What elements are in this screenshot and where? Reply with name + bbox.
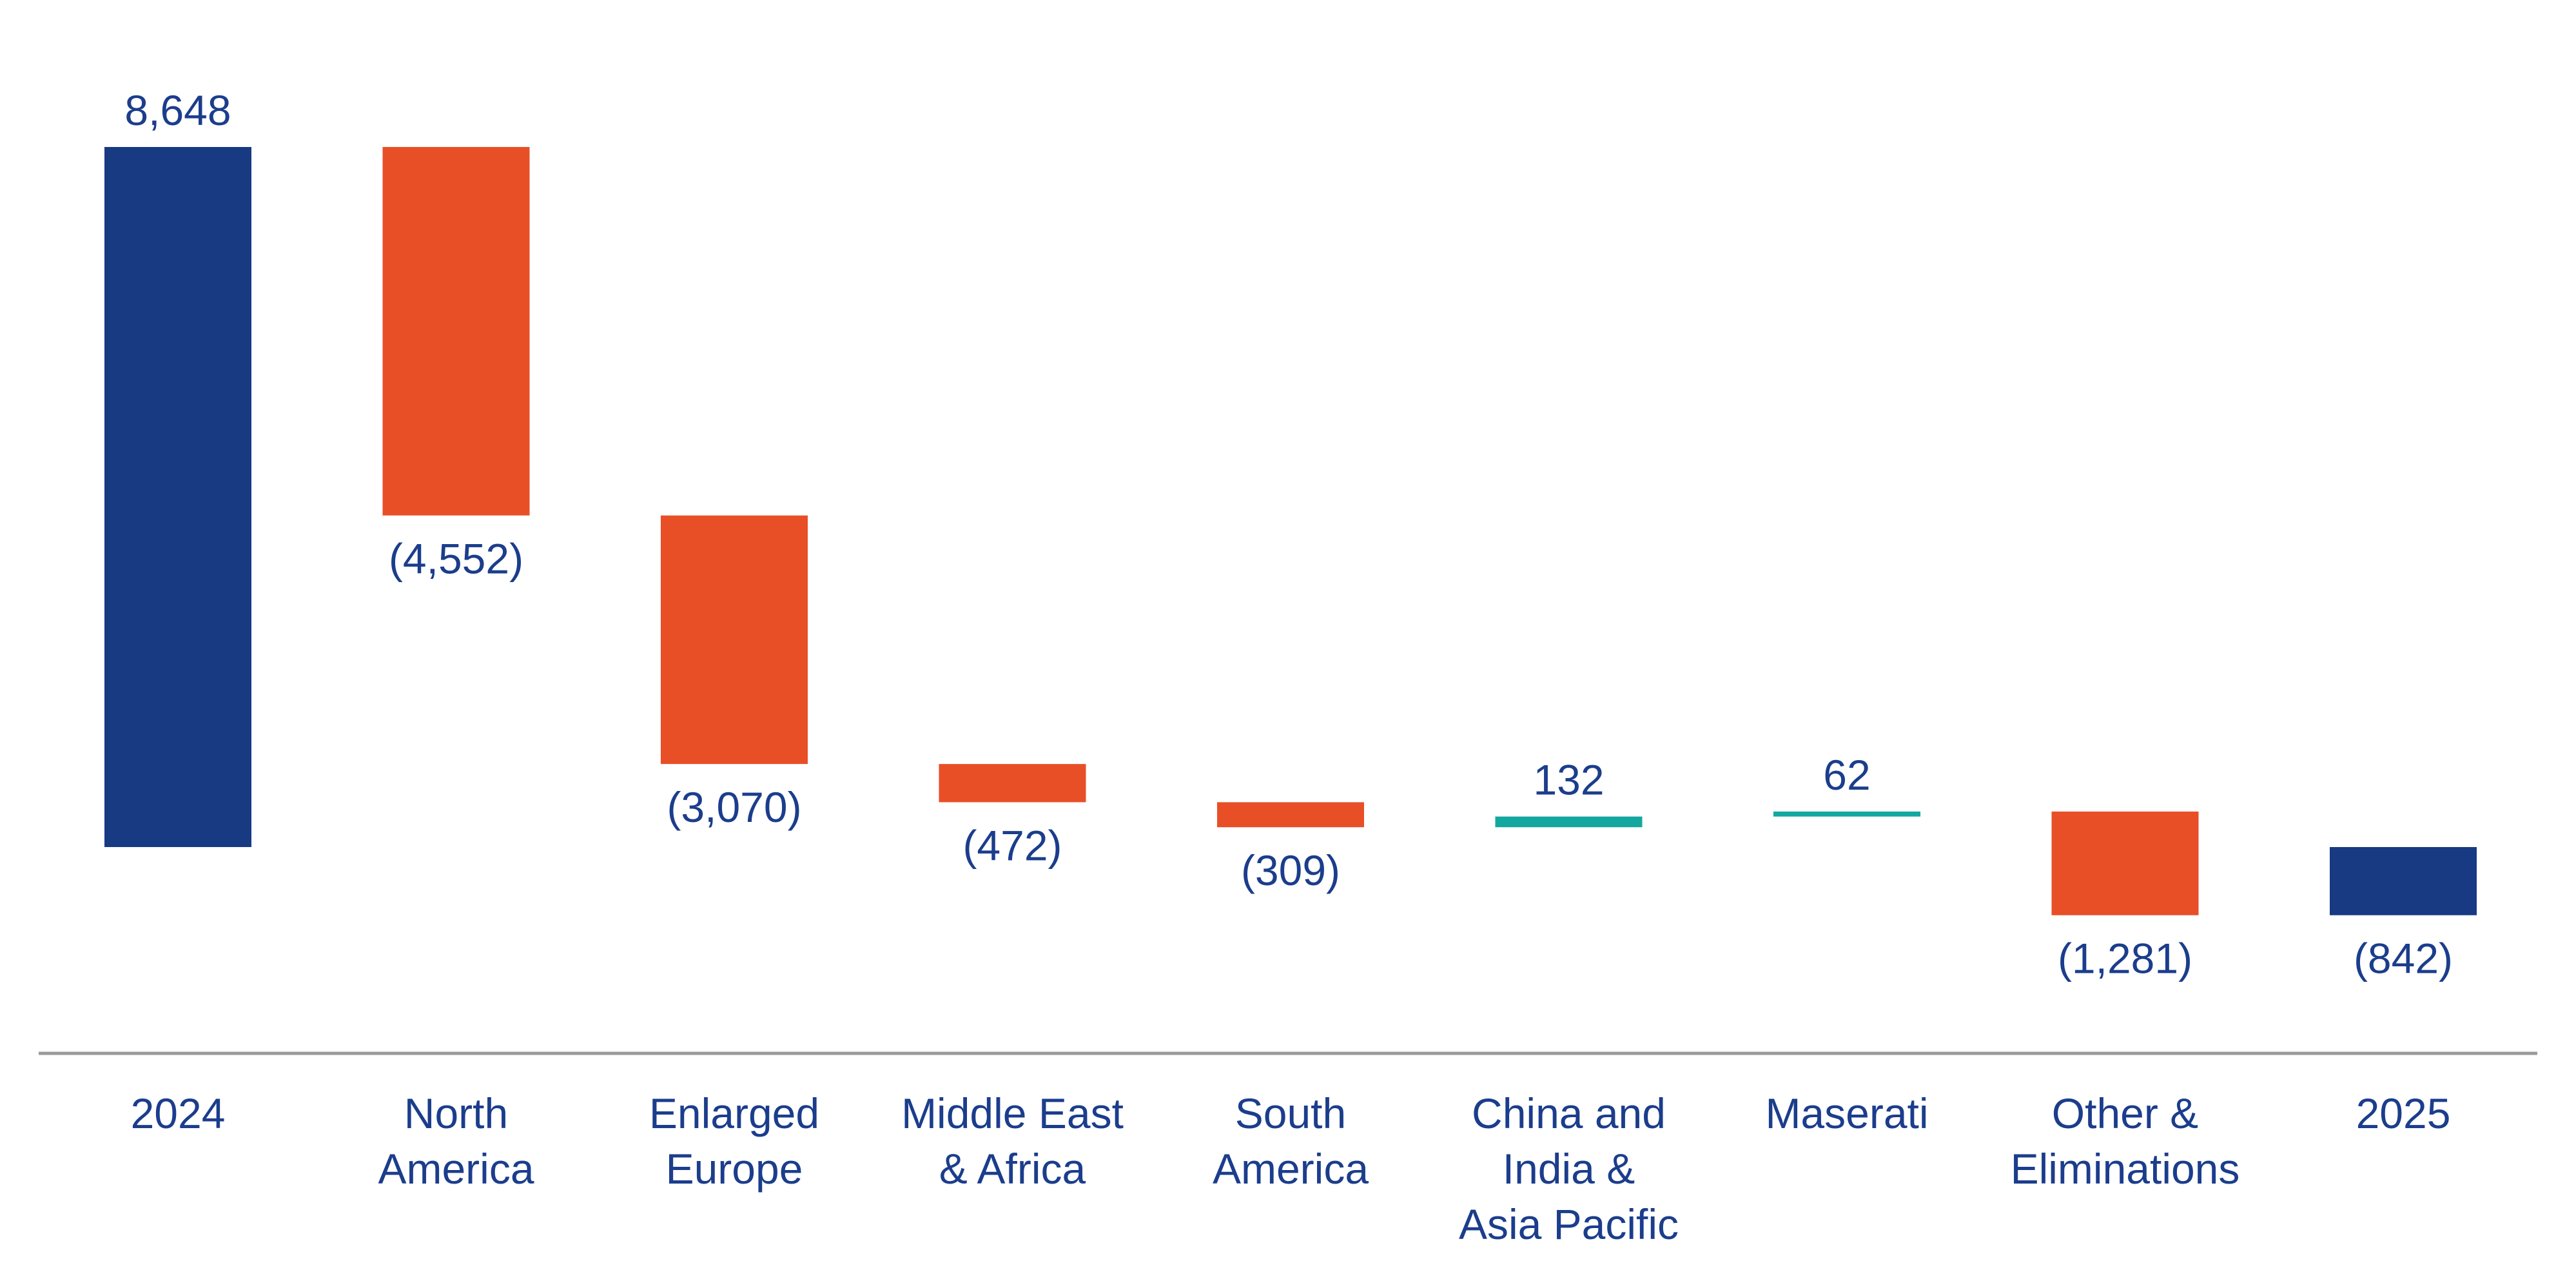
category-label-south-america: South America	[1213, 1089, 1369, 1193]
category-label-enlarged-europe: Enlarged Europe	[649, 1089, 819, 1193]
bar-china-india-asia-pacific	[1495, 816, 1643, 828]
category-label-middle-east-africa: Middle East & Africa	[901, 1089, 1124, 1193]
category-label-line: North	[404, 1089, 508, 1137]
bar-other-eliminations	[2051, 811, 2199, 915]
category-label-line: America	[378, 1145, 534, 1193]
category-label-line: Maserati	[1765, 1089, 1928, 1137]
value-label-enlarged-europe: (3,070)	[667, 783, 801, 831]
value-labels-group: 8,648 (4,552) (3,070) (472) (309) 132 62 (1,281…	[124, 86, 2453, 982]
category-label-north-america: North America	[378, 1089, 534, 1193]
category-label-line: India &	[1503, 1145, 1635, 1193]
bar-north-america	[382, 147, 530, 516]
value-label-china-india-asia-pacific: 132	[1533, 756, 1604, 804]
bar-2025	[2330, 847, 2477, 915]
value-label-2024: 8,648	[124, 86, 231, 134]
category-label-line: Middle East	[901, 1089, 1124, 1137]
category-label-line: 2025	[2356, 1089, 2451, 1137]
bar-2024	[104, 147, 251, 847]
value-label-maserati: 62	[1823, 751, 1870, 799]
category-label-line: & Africa	[939, 1145, 1086, 1193]
category-label-line: Eliminations	[2011, 1145, 2240, 1193]
category-label-line: 2024	[131, 1089, 226, 1137]
category-label-line: Asia Pacific	[1459, 1200, 1679, 1248]
bar-middle-east-africa	[939, 764, 1086, 803]
category-labels-group: 2024 North America Enlarged Europe Middle Eas…	[131, 1089, 2451, 1248]
category-label-line: South	[1235, 1089, 1346, 1137]
bars-group	[104, 147, 2477, 915]
value-label-other-eliminations: (1,281)	[2058, 935, 2192, 982]
value-label-2025: (842)	[2354, 935, 2453, 982]
category-label-line: China and	[1472, 1089, 1666, 1137]
category-label-maserati: Maserati	[1765, 1089, 1928, 1137]
category-label-2025: 2025	[2356, 1089, 2451, 1137]
category-label-line: America	[1213, 1145, 1369, 1193]
bar-south-america	[1217, 802, 1364, 828]
bar-enlarged-europe	[661, 515, 808, 765]
category-label-line: Other &	[2052, 1089, 2198, 1137]
category-label-line: Europe	[666, 1145, 803, 1193]
value-label-middle-east-africa: (472)	[962, 821, 1062, 869]
category-label-2024: 2024	[131, 1089, 226, 1137]
value-label-north-america: (4,552)	[389, 535, 523, 583]
category-label-china-india-asia-pacific: China and India & Asia Pacific	[1459, 1089, 1679, 1248]
bar-maserati	[1773, 811, 1920, 817]
value-label-south-america: (309)	[1241, 846, 1340, 894]
category-label-other-eliminations: Other & Eliminations	[2011, 1089, 2240, 1193]
category-label-line: Enlarged	[649, 1089, 819, 1137]
